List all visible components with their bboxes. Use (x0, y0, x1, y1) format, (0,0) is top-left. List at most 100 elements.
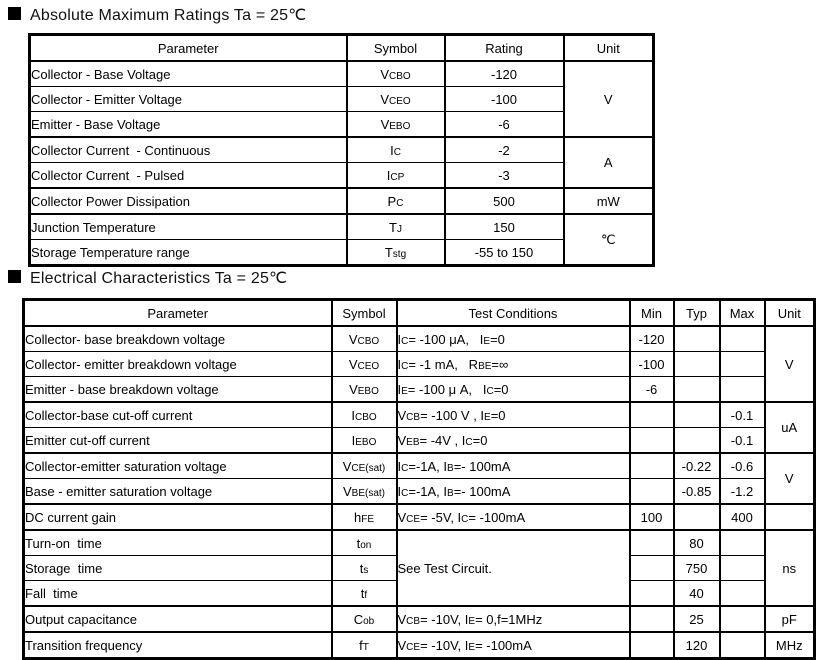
typ-cell: 40 (672, 580, 721, 607)
table-row: Transition frequency fT VCE= -10V, IE= -… (22, 631, 816, 659)
table-row: Collector Current - Pulsed ICP -3 (28, 162, 654, 189)
unit-cell (763, 503, 816, 531)
typ-cell (672, 503, 721, 531)
typ-cell (672, 376, 721, 403)
rating-cell: -100 (443, 86, 565, 112)
symbol-cell: VCEO (330, 351, 398, 377)
col-header-symbol: Symbol (345, 34, 446, 62)
header-row: Parameter Symbol Test Conditions Min Typ… (22, 299, 816, 327)
symbol-cell: ICP (345, 162, 446, 189)
max-cell (718, 529, 766, 556)
param-cell: Collector Power Dissipation (28, 187, 348, 215)
max-cell: 400 (718, 503, 766, 531)
max-cell (718, 325, 766, 352)
symbol-cell: fT (330, 631, 398, 659)
max-cell: -0.1 (718, 427, 766, 454)
table-row: Emitter cut-off current IEBO VEB= -4V , … (22, 427, 815, 454)
min-cell (628, 452, 675, 479)
typ-cell: 120 (672, 631, 721, 659)
max-cell: -1.2 (718, 478, 766, 505)
tc-cell: IC= -1 mA, RBE=∞ (395, 351, 631, 377)
col-header-parameter: Parameter (22, 299, 333, 327)
symbol-cell: VEBO (330, 376, 398, 403)
param-cell: Storage Temperature range (28, 239, 348, 266)
table-row: DC current gain hFE VCE= -5V, IC= -100mA… (22, 503, 816, 531)
tc-cell: See Test Circuit. (395, 529, 631, 607)
tc-cell: IC=-1A, IB=- 100mA (395, 478, 631, 505)
unit-cell: V (562, 60, 655, 138)
max-cell (718, 605, 766, 633)
rating-cell: 500 (443, 187, 565, 215)
min-cell (628, 401, 675, 428)
unit-cell: uA (763, 401, 816, 454)
table-row: Collector - Emitter Voltage VCEO -100 (28, 86, 654, 112)
table-row: Collector- base breakdown voltage VCBO I… (22, 325, 816, 403)
min-cell (628, 555, 675, 581)
table-row: Turn-on time ton See Test Circuit. 80 ns (22, 529, 816, 607)
param-cell: Fall time (22, 580, 333, 607)
param-cell: Collector - Emitter Voltage (28, 86, 348, 112)
symbol-cell: TJ (345, 213, 446, 240)
param-cell: Collector Current - Pulsed (28, 162, 348, 189)
min-cell (628, 427, 675, 454)
table-row: Base - emitter saturation voltage VBE(sa… (22, 478, 815, 505)
symbol-cell: hFE (330, 503, 398, 531)
section-bullet-icon (8, 7, 21, 20)
col-header-max: Max (718, 299, 766, 327)
header-row: Parameter Symbol Rating Unit (28, 34, 655, 62)
table-row: Junction Temperature TJ 150 ℃ (28, 213, 655, 266)
max-cell (718, 580, 766, 607)
table-row: Emitter - Base Voltage VEBO -6 (28, 111, 654, 138)
rating-cell: 150 (443, 213, 565, 240)
col-header-unit: Unit (763, 299, 816, 327)
symbol-cell: VEBO (345, 111, 446, 138)
min-cell (628, 529, 675, 556)
col-header-min: Min (628, 299, 675, 327)
min-cell (628, 478, 675, 505)
min-cell: 100 (628, 503, 675, 531)
symbol-cell: IEBO (330, 427, 398, 454)
symbol-cell: VCEO (345, 86, 446, 112)
param-cell: Turn-on time (22, 529, 333, 556)
min-cell (628, 580, 675, 607)
min-cell (628, 605, 675, 633)
table-row: Storage time ts 750 (22, 555, 815, 581)
param-cell: Collector-emitter saturation voltage (22, 452, 333, 479)
table-row: Collector Current - Continuous IC -2 A (28, 136, 655, 189)
abs-max-table: Parameter Symbol Rating Unit Collector -… (28, 33, 655, 267)
symbol-cell: tf (330, 580, 398, 607)
table-row: Collector-emitter saturation voltage VCE… (22, 452, 816, 505)
max-cell (718, 631, 766, 659)
table-row: Fall time tf 40 (22, 580, 815, 607)
rating-cell: -3 (443, 162, 565, 189)
max-cell (718, 376, 766, 403)
param-cell: Emitter cut-off current (22, 427, 333, 454)
table-row: Collector-base cut-off current ICBO VCB=… (22, 401, 816, 454)
param-cell: Storage time (22, 555, 333, 581)
typ-cell (672, 351, 721, 377)
symbol-cell: VCBO (345, 60, 446, 87)
tc-cell: VCE= -10V, IE= -100mA (395, 631, 631, 659)
typ-cell: -0.22 (672, 452, 721, 479)
param-cell: Emitter - base breakdown voltage (22, 376, 333, 403)
table-row: Collector Power Dissipation PC 500 mW (28, 187, 655, 215)
symbol-cell: VCE(sat) (330, 452, 398, 479)
symbol-cell: VCBO (330, 325, 398, 352)
tc-cell: IC=-1A, IB=- 100mA (395, 452, 631, 479)
param-cell: Collector Current - Continuous (28, 136, 348, 163)
min-cell: -100 (628, 351, 675, 377)
typ-cell: 750 (672, 555, 721, 581)
tc-cell: IE= -100 μ A, IC=0 (395, 376, 631, 403)
table-row: Emitter - base breakdown voltage VEBO IE… (22, 376, 815, 403)
unit-cell: MHz (763, 631, 816, 659)
param-cell: DC current gain (22, 503, 333, 531)
tc-cell: VCB= -10V, IE= 0,f=1MHz (395, 605, 631, 633)
section-title-text: Absolute Maximum Ratings Ta = 25℃ (30, 7, 307, 24)
param-cell: Collector-base cut-off current (22, 401, 333, 428)
symbol-cell: ICBO (330, 401, 398, 428)
table-row: Collector - Base Voltage VCBO -120 V (28, 60, 655, 138)
param-cell: Collector - Base Voltage (28, 60, 348, 87)
table-row: Output capacitance Cob VCB= -10V, IE= 0,… (22, 605, 816, 633)
min-cell: -120 (628, 325, 675, 352)
rating-cell: -120 (443, 60, 565, 87)
